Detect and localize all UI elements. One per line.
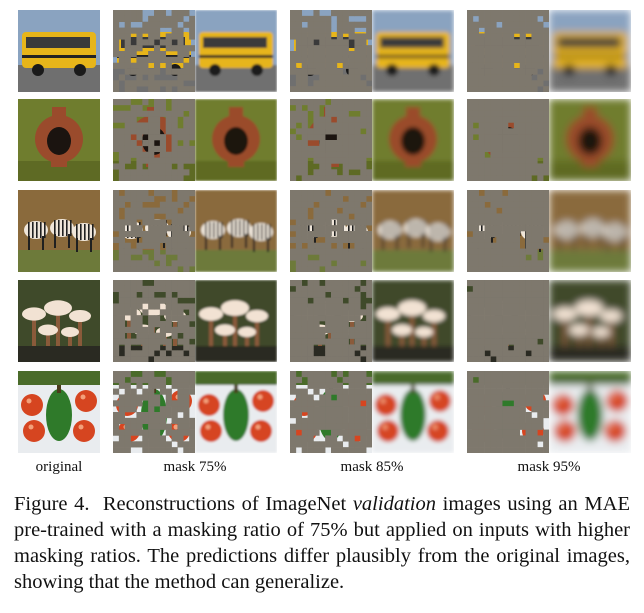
tile-mushrooms-mask-95-visible [467,280,549,362]
tile-vegetables-mask-75-reconstruction [195,371,277,453]
tile-amphora-vase-mask-75-reconstruction [195,99,277,181]
column-label-mask-95: mask 95% [517,459,581,475]
tile-vegetables-mask-95-visible [467,371,549,453]
tile-zebras-mask-95-reconstruction [549,190,631,272]
tile-school-bus-original [18,10,100,92]
tile-zebras-mask-85-visible [290,190,372,272]
tile-school-bus-mask-75-visible [113,10,195,92]
caption-text-after: images using an MAE pre-trained with a m… [14,493,630,593]
tile-mushrooms-mask-85-reconstruction [372,280,454,362]
tile-vegetables-mask-85-visible [290,371,372,453]
tile-zebras-mask-85-reconstruction [372,190,454,272]
caption-label: Figure 4. [14,493,90,515]
tile-mushrooms-mask-95-reconstruction [549,280,631,362]
tile-vegetables-mask-85-reconstruction [372,371,454,453]
caption-italic-term: validation [352,493,436,515]
tile-zebras-mask-75-visible [113,190,195,272]
tile-zebras-original [18,190,100,272]
tile-school-bus-mask-85-visible [290,10,372,92]
tile-school-bus-mask-75-reconstruction [195,10,277,92]
tile-zebras-mask-75-reconstruction [195,190,277,272]
tile-school-bus-mask-95-reconstruction [549,10,631,92]
tile-vegetables-mask-95-reconstruction [549,371,631,453]
tile-amphora-vase-mask-95-visible [467,99,549,181]
tile-mushrooms-mask-75-reconstruction [195,280,277,362]
column-label-mask-85: mask 85% [340,459,404,475]
figure-caption: Figure 4. Reconstructions of ImageNet va… [14,491,630,595]
tile-mushrooms-original [18,280,100,362]
tile-school-bus-mask-95-visible [467,10,549,92]
tile-zebras-mask-95-visible [467,190,549,272]
column-label-mask-75: mask 75% [163,459,227,475]
tile-vegetables-original [18,371,100,453]
caption-text-before: Reconstructions of ImageNet [102,493,347,515]
tile-school-bus-mask-85-reconstruction [372,10,454,92]
tile-mushrooms-mask-85-visible [290,280,372,362]
tile-amphora-vase-mask-75-visible [113,99,195,181]
tile-vegetables-mask-75-visible [113,371,195,453]
tile-mushrooms-mask-75-visible [113,280,195,362]
tile-amphora-vase-mask-85-reconstruction [372,99,454,181]
tile-amphora-vase-original [18,99,100,181]
tile-amphora-vase-mask-85-visible [290,99,372,181]
tile-amphora-vase-mask-95-reconstruction [549,99,631,181]
column-label-original: original [35,459,83,475]
